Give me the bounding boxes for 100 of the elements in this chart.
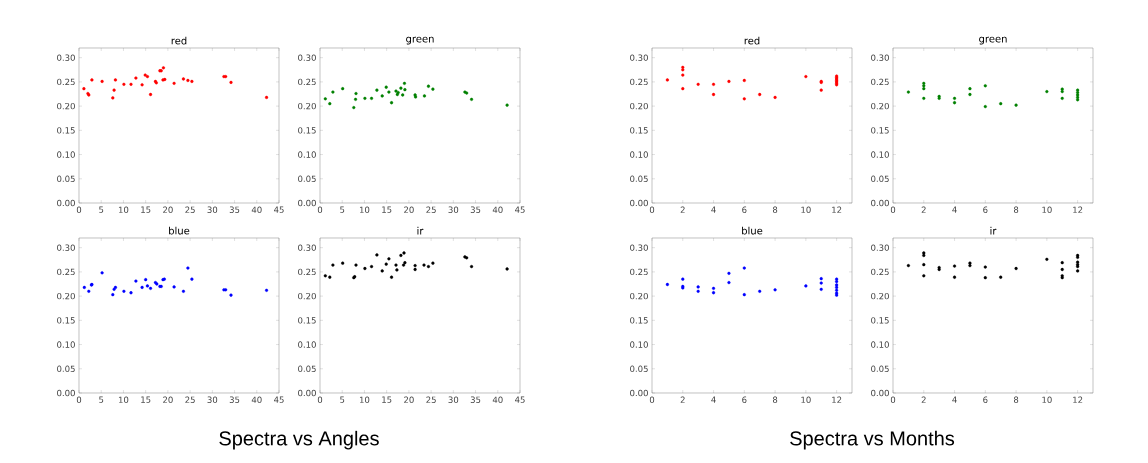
y-tick-label: 0.10 [871,151,889,158]
x-tick-label: 2 [921,206,926,213]
x-tick-label: 15 [382,206,392,213]
text: Spectra vs Angles [219,430,379,450]
x-tick-label: 30 [448,396,459,403]
y-tick-label: 0.25 [57,268,75,276]
y-tick-label: 0.20 [57,292,75,300]
y-tick-label: 0.00 [57,199,75,207]
y-tick-label: 0.30 [57,54,75,61]
x-tick-label: 12 [1073,206,1083,213]
chart-title: blue [169,226,190,235]
x-tick-label: 0 [649,396,655,403]
y-tick-label: 0.30 [871,244,889,251]
y-tick-label: 0.20 [298,102,316,110]
y-tick-label: 0.20 [871,292,889,300]
y-tick-label: 0.10 [298,151,316,158]
x-tick-label: 5 [340,206,345,213]
x-tick-label: 10 [801,206,811,213]
y-tick-label: 0.15 [298,317,316,324]
x-tick-label: 0 [890,396,896,403]
y-tick-label: 0.10 [298,341,316,348]
x-tick-label: 5 [99,396,104,403]
x-tick-label: 40 [251,206,262,213]
x-tick-label: 0 [76,396,82,403]
y-tick-label: 0.15 [57,317,75,324]
chart-title: blue [742,226,763,235]
y-tick-label: 0.15 [298,127,316,134]
x-tick-label: 40 [251,396,262,403]
x-tick-label: 8 [772,396,778,403]
y-tick-label: 0.05 [57,175,75,182]
x-tick-label: 2 [680,206,685,213]
chart-title: green [406,36,434,45]
y-tick-label: 0.10 [57,151,75,158]
y-tick-label: 0.00 [871,199,889,207]
x-tick-label: 25 [426,206,436,213]
x-tick-label: 45 [515,396,525,403]
x-tick-label: 0 [649,206,655,213]
y-tick-label: 0.00 [298,389,316,397]
text: Spectra vs Months [790,430,955,450]
x-tick-label: 15 [382,396,392,403]
y-tick-label: 0.25 [630,78,648,86]
x-tick-label: 20 [163,396,173,403]
y-tick-label: 0.20 [298,292,316,300]
y-tick-label: 0.15 [871,317,889,324]
x-tick-label: 12 [832,206,842,213]
y-tick-label: 0.20 [871,102,889,110]
x-tick-label: 5 [99,206,104,213]
x-tick-label: 8 [772,206,778,213]
x-tick-label: 15 [141,206,151,213]
chart-title: green [979,36,1007,45]
x-tick-label: 8 [1013,396,1019,403]
chart-title: ir [417,226,424,235]
y-tick-label: 0.25 [630,268,648,276]
y-tick-label: 0.05 [298,175,316,182]
y-tick-label: 0.10 [630,341,648,348]
x-tick-label: 10 [118,206,129,213]
x-tick-label: 15 [141,396,151,403]
y-tick-label: 0.20 [630,102,648,110]
x-tick-label: 25 [185,206,195,213]
y-tick-label: 0.05 [630,175,648,182]
chart-title: red [171,36,187,45]
x-tick-label: 4 [952,206,957,213]
y-tick-label: 0.25 [871,78,889,86]
x-tick-label: 30 [207,396,218,403]
x-tick-label: 2 [680,396,685,403]
y-tick-label: 0.10 [871,341,889,348]
x-tick-label: 6 [742,206,747,213]
x-tick-label: 40 [492,206,503,213]
x-tick-label: 45 [274,206,284,213]
x-tick-label: 10 [359,396,370,403]
y-tick-label: 0.30 [630,244,648,251]
x-tick-label: 20 [404,396,414,403]
y-tick-label: 0.25 [298,268,316,276]
x-tick-label: 20 [404,206,414,213]
x-tick-label: 35 [470,396,481,403]
y-tick-label: 0.05 [871,365,889,372]
y-tick-label: 0.05 [630,365,648,372]
y-tick-label: 0.30 [298,54,316,61]
chart-title: red [744,36,760,45]
x-tick-label: 45 [274,396,284,403]
x-tick-label: 35 [229,396,240,403]
x-tick-label: 0 [317,206,323,213]
y-tick-label: 0.15 [871,127,889,134]
y-tick-label: 0.00 [630,389,648,397]
x-tick-label: 10 [1042,206,1052,213]
x-tick-label: 12 [832,396,842,403]
y-tick-label: 0.15 [630,317,648,324]
x-tick-label: 20 [163,206,173,213]
y-tick-label: 0.30 [57,244,75,251]
x-tick-label: 10 [118,396,129,403]
y-tick-label: 0.10 [57,341,75,348]
y-tick-label: 0.30 [630,54,648,61]
y-tick-label: 0.05 [57,365,75,372]
x-tick-label: 12 [1073,396,1083,403]
x-tick-label: 8 [1013,206,1019,213]
y-tick-label: 0.20 [57,102,75,110]
y-tick-label: 0.00 [871,389,889,397]
x-tick-label: 35 [470,206,481,213]
x-tick-label: 6 [983,396,988,403]
x-tick-label: 0 [890,206,896,213]
